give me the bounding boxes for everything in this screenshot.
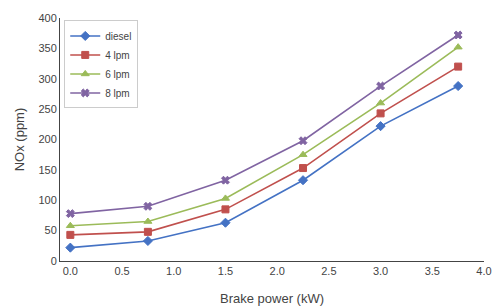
svg-text:4 lpm: 4 lpm (105, 50, 129, 61)
svg-text:0.0: 0.0 (63, 265, 78, 277)
svg-text:2.0: 2.0 (270, 265, 285, 277)
svg-text:0: 0 (51, 255, 57, 267)
svg-text:3.0: 3.0 (373, 265, 388, 277)
svg-text:150: 150 (38, 164, 56, 176)
svg-text:6 lpm: 6 lpm (105, 69, 129, 80)
svg-text:0.5: 0.5 (114, 265, 129, 277)
svg-text:50: 50 (45, 224, 57, 236)
svg-text:8 lpm: 8 lpm (105, 88, 129, 99)
svg-text:250: 250 (38, 103, 56, 115)
svg-text:200: 200 (38, 133, 56, 145)
svg-text:2.5: 2.5 (321, 265, 336, 277)
svg-text:diesel: diesel (105, 31, 131, 42)
svg-text:NOx (ppm): NOx (ppm) (12, 108, 27, 172)
svg-text:3.5: 3.5 (425, 265, 440, 277)
svg-text:400: 400 (38, 12, 56, 24)
svg-text:Brake power (kW): Brake power (kW) (220, 291, 324, 306)
svg-text:4.0: 4.0 (476, 265, 491, 277)
svg-text:1.5: 1.5 (218, 265, 233, 277)
svg-text:300: 300 (38, 73, 56, 85)
svg-text:350: 350 (38, 42, 56, 54)
svg-text:100: 100 (38, 194, 56, 206)
svg-text:1.0: 1.0 (166, 265, 181, 277)
